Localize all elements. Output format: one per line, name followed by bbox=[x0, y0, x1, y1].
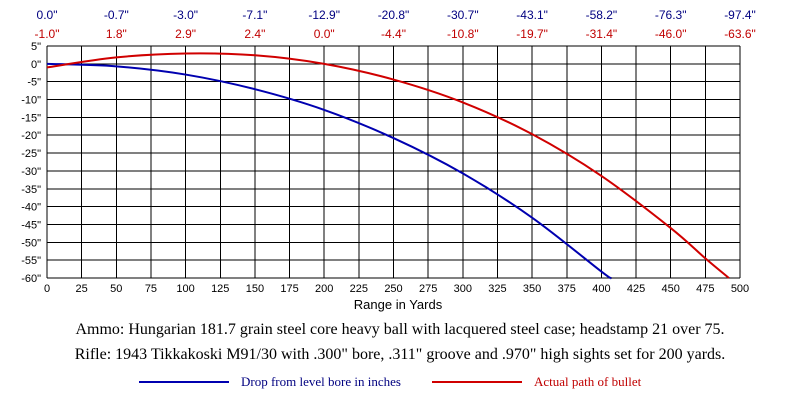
drop-value-label: -76.3" bbox=[655, 8, 687, 22]
x-tick-label: 500 bbox=[731, 283, 749, 295]
drop-value-label: -20.8" bbox=[378, 8, 410, 22]
y-tick-label: -60" bbox=[21, 273, 41, 285]
path-value-label: 2.9" bbox=[175, 27, 196, 41]
path-value-label: -10.8" bbox=[447, 27, 479, 41]
x-tick-label: 200 bbox=[315, 283, 333, 295]
x-tick-label: 375 bbox=[558, 283, 576, 295]
series-layer bbox=[46, 52, 730, 280]
x-tick-label: 0 bbox=[44, 283, 50, 295]
x-axis-title: Range in Yards bbox=[354, 297, 443, 312]
legend-path-swatch bbox=[432, 381, 522, 383]
drop-value-label: -3.0" bbox=[173, 8, 198, 22]
drop-value-label: -7.1" bbox=[242, 8, 267, 22]
path-value-label: 1.8" bbox=[106, 27, 127, 41]
legend-path: Actual path of bullet bbox=[432, 372, 641, 392]
path-value-label: -1.0" bbox=[35, 27, 60, 41]
drop-value-label: -58.2" bbox=[586, 8, 618, 22]
drop-value-label: -97.4" bbox=[724, 8, 756, 22]
legend-drop: Drop from level bore in inches bbox=[139, 372, 401, 392]
legend-drop-label: Drop from level bore in inches bbox=[241, 374, 401, 389]
path-value-label: -31.4" bbox=[586, 27, 618, 41]
x-tick-label: 125 bbox=[211, 283, 229, 295]
legend-drop-swatch bbox=[139, 381, 229, 383]
x-tick-label: 175 bbox=[280, 283, 298, 295]
drop-value-label: -12.9" bbox=[308, 8, 340, 22]
path-value-label: -63.6" bbox=[724, 27, 756, 41]
path-value-label: 2.4" bbox=[244, 27, 265, 41]
legend-path-label: Actual path of bullet bbox=[534, 374, 642, 389]
x-tick-label: 300 bbox=[454, 283, 472, 295]
ammo-caption: Ammo: Hungarian 181.7 grain steel core h… bbox=[75, 321, 725, 338]
y-tick-label: -55" bbox=[21, 255, 41, 267]
x-tick-label: 25 bbox=[76, 283, 88, 295]
x-tick-label: 75 bbox=[145, 283, 157, 295]
rifle-caption: Rifle: 1943 Tikkakoski M91/30 with .300"… bbox=[74, 346, 726, 363]
drop-value-label: -43.1" bbox=[516, 8, 548, 22]
chart-grid bbox=[46, 45, 741, 279]
x-tick-label: 450 bbox=[662, 283, 680, 295]
ballistic-chart: 0 25 50 75 100 125 150 175 200 225 250 275 300 325 350… bbox=[21, 8, 756, 312]
x-tick-label: 225 bbox=[350, 283, 368, 295]
path-value-label: -46.0" bbox=[655, 27, 687, 41]
y-tick-label: -45" bbox=[21, 219, 41, 231]
y-tick-label: 5" bbox=[31, 41, 41, 53]
drop-value-label: -0.7" bbox=[104, 8, 129, 22]
x-tick-label: 50 bbox=[110, 283, 122, 295]
top-value-labels: 0.0" -1.0" -0.7" 1.8" -3.0" 2.9" -7.1" 2.4" -12.… bbox=[35, 8, 756, 41]
y-tick-label: -35" bbox=[21, 184, 41, 196]
drop-value-label: -30.7" bbox=[447, 8, 479, 22]
y-tick-label: -15" bbox=[21, 112, 41, 124]
path-value-label: -19.7" bbox=[516, 27, 548, 41]
x-tick-label: 350 bbox=[523, 283, 541, 295]
y-tick-label: 0" bbox=[31, 59, 41, 71]
y-tick-label: -25" bbox=[21, 148, 41, 160]
y-tick-label: -5" bbox=[27, 77, 41, 89]
drop-curve bbox=[46, 62, 612, 280]
bullet-path-curve bbox=[46, 52, 730, 279]
y-tick-label: -50" bbox=[21, 237, 41, 249]
path-value-label: 0.0" bbox=[314, 27, 335, 41]
x-tick-label: 275 bbox=[419, 283, 437, 295]
x-tick-label: 325 bbox=[488, 283, 506, 295]
y-tick-label: -10" bbox=[21, 95, 41, 107]
y-tick-label: -40" bbox=[21, 202, 41, 214]
path-value-label: -4.4" bbox=[381, 27, 406, 41]
y-tick-label: -30" bbox=[21, 166, 41, 178]
x-tick-label: 400 bbox=[592, 283, 610, 295]
x-tick-label: 475 bbox=[696, 283, 714, 295]
x-tick-label: 425 bbox=[627, 283, 645, 295]
drop-value-label: 0.0" bbox=[37, 8, 58, 22]
x-tick-label: 150 bbox=[246, 283, 264, 295]
tick-labels: 0 25 50 75 100 125 150 175 200 225 250 275 300 325 350… bbox=[21, 41, 749, 295]
x-tick-label: 100 bbox=[176, 283, 194, 295]
y-tick-label: -20" bbox=[21, 130, 41, 142]
x-tick-label: 250 bbox=[384, 283, 402, 295]
